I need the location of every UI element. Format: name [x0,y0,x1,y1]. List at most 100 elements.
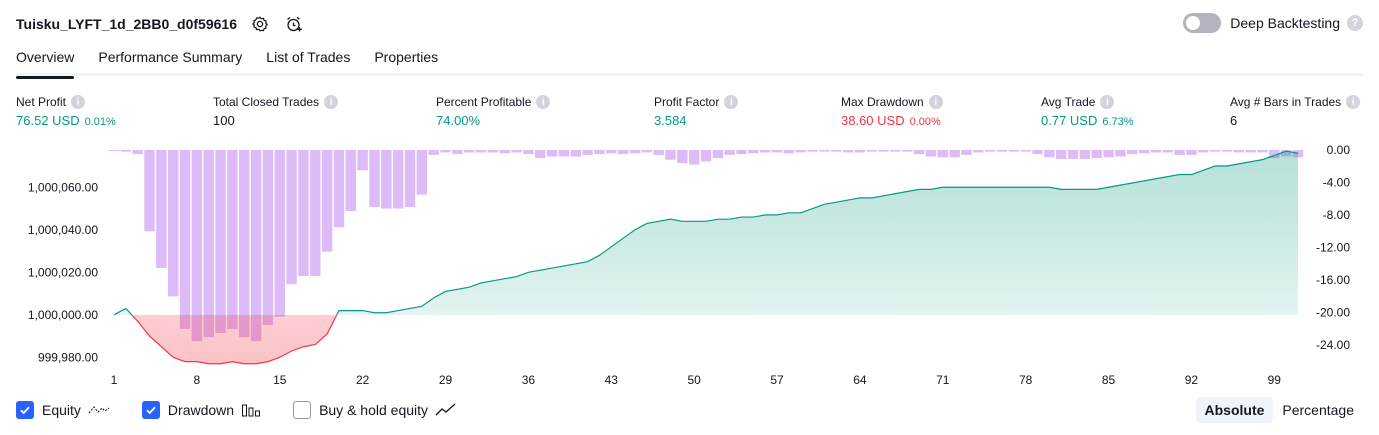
equity-drawdown-chart: 999,980.00 1,000,000.00 1,000,020.00 1,000,… [28,143,1351,387]
checkbox-checked[interactable] [16,401,34,419]
alarm-add-icon[interactable] [283,13,305,35]
drawdown-bar [333,150,345,228]
right-tick-label: -8.00 [1323,208,1351,222]
info-icon[interactable]: i [1346,95,1361,109]
drawdown-bar [1162,150,1173,153]
metric-total-closed-trades: Total Closed Trades i 100 [213,94,339,128]
metric-value: 0.77 USD [1041,113,1098,128]
drawdown-bar [239,150,250,338]
drawdown-bar [120,150,132,152]
left-tick-label: 999,980.00 [38,350,98,364]
legend-equity[interactable]: Equity [16,401,110,419]
drawdown-bar [1138,150,1150,154]
metric-value: 76.52 USD [16,113,80,128]
info-icon[interactable]: i [324,95,339,109]
drawdown-bar [1020,150,1031,152]
metric-avg-bars-in-trades: Avg # Bars in Trades i 6 [1230,94,1361,128]
absolute-button[interactable]: Absolute [1195,397,1274,423]
drawdown-bar [132,150,143,155]
info-icon[interactable]: i [928,95,943,109]
drawdown-bar [1174,150,1185,155]
legend-buy-hold[interactable]: Buy & hold equity [293,401,457,419]
help-icon[interactable]: ? [1347,15,1363,31]
drawdown-bar [108,150,120,151]
metric-label: Profit Factor [654,95,720,109]
drawdown-bar [606,150,617,154]
drawdown-bar [475,150,487,153]
x-tick-label: 22 [356,373,370,387]
right-tick-label: -20.00 [1316,306,1350,320]
x-tick-label: 1 [111,373,118,387]
metric-label: Total Closed Trades [213,95,320,109]
drawdown-bar [807,150,818,152]
tab-performance-summary[interactable]: Performance Summary [98,49,243,65]
deep-backtesting-toggle[interactable] [1183,13,1222,33]
metric-value: 38.60 USD [841,113,905,128]
tab-properties[interactable]: Properties [374,49,439,65]
drawdown-bar [641,150,653,153]
gear-icon[interactable] [249,13,271,35]
drawdown-bar [700,150,712,162]
drawdown-bar [203,150,214,338]
tab-list-of-trades[interactable]: List of Trades [266,49,351,65]
right-tick-label: -12.00 [1316,241,1350,255]
equity-series [113,150,1299,365]
metric-label: Percent Profitable [436,95,532,109]
drawdown-bar [215,150,226,334]
x-tick-label: 50 [687,373,701,387]
drawdown-bar [369,150,380,207]
x-tick-label: 78 [1019,373,1033,387]
drawdown-bar [310,150,321,277]
left-tick-label: 1,000,020.00 [28,265,98,279]
drawdown-bar [298,150,309,277]
tab-overview[interactable]: Overview [16,48,75,79]
checkbox-checked[interactable] [141,401,160,419]
drawdown-bar [1032,150,1043,155]
drawdown-bar [546,150,558,157]
drawdown-bar [1209,150,1221,152]
bars-icon [241,403,261,417]
drawdown-bar [499,150,510,154]
drawdown-bar [1079,150,1091,159]
info-icon[interactable]: i [724,95,739,109]
drawdown-bar [854,150,866,153]
drawdown-bar [1115,150,1126,157]
metric-value: 6 [1230,113,1238,128]
value-mode-switch: Absolute Percentage [1195,397,1364,423]
drawdown-bar [949,150,960,158]
chart-legend: Equity Drawdown Buy & hold equity [16,401,489,419]
x-tick-label: 8 [194,373,201,387]
drawdown-bar [1103,150,1114,158]
drawdown-bar [1044,150,1055,158]
x-tick-label: 64 [853,373,867,387]
drawdown-bar [156,150,167,268]
info-icon[interactable]: i [536,95,551,109]
drawdown-bar [984,150,996,152]
drawdown-bar [973,150,984,153]
legend-drawdown[interactable]: Drawdown [141,401,261,419]
drawdown-bar [404,150,416,207]
equity-area-negative [114,314,1298,364]
metric-value: 74.00% [436,113,481,128]
drawdown-bar [925,150,937,157]
checkbox-unchecked[interactable] [293,401,312,419]
drawdown-bar [511,150,522,153]
drawdown-bar [523,150,534,155]
metric-label: Net Profit [16,95,67,109]
drawdown-bar [1269,150,1280,159]
metric-value: 3.584 [654,113,687,128]
drawdown-bar [191,150,203,342]
percentage-button[interactable]: Percentage [1282,402,1354,418]
drawdown-bar [428,150,439,155]
metric-max-drawdown: Max Drawdown i 38.60 USD 0.00% [841,94,943,128]
metric-sub-value: 6.73% [1102,116,1134,128]
drawdown-bar [961,150,972,155]
equity-area-positive [114,151,1298,315]
x-tick-label: 71 [936,373,950,387]
x-tick-label: 92 [1185,373,1199,387]
drawdown-bar [819,150,830,152]
drawdown-bar [1221,150,1233,152]
info-icon[interactable]: i [71,95,86,109]
x-tick-label: 15 [273,373,287,387]
info-icon[interactable]: i [1100,95,1115,109]
